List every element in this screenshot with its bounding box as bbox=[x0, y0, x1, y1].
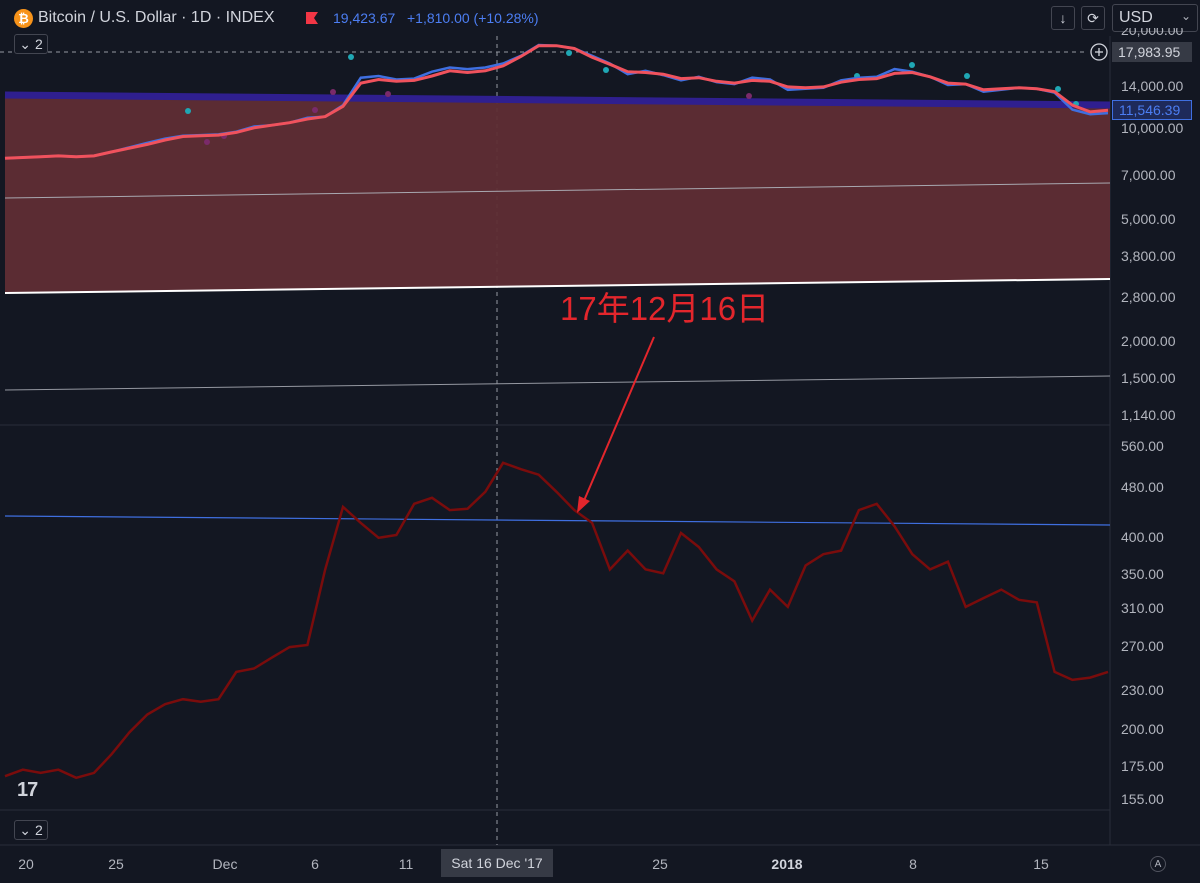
lower-pane-collapse-button[interactable]: ⌄ 2 bbox=[14, 820, 48, 840]
price-change: +1,810.00 (+10.28%) bbox=[407, 10, 539, 26]
time-scale-label: 25 bbox=[108, 856, 124, 872]
annotation-arrow[interactable] bbox=[577, 336, 655, 513]
oscillator-series[interactable] bbox=[4, 461, 1109, 780]
crosshair-price-badge: 17,983.95 bbox=[1112, 42, 1192, 62]
collapse-count: 2 bbox=[34, 36, 43, 52]
chevron-down-icon: ⌄ bbox=[1180, 9, 1191, 23]
lower-scale-label: 480.00 bbox=[1121, 479, 1164, 495]
support-line[interactable] bbox=[4, 375, 1111, 391]
chevron-down-icon: ⌄ bbox=[19, 821, 31, 838]
price-scale-label: 10,000.00 bbox=[1121, 120, 1184, 136]
refresh-icon[interactable]: ⟳ bbox=[1081, 6, 1105, 30]
time-scale-label: 11 bbox=[398, 856, 414, 872]
price-scale-label: 1,140.00 bbox=[1121, 407, 1176, 423]
time-scale-label: 8 bbox=[909, 856, 917, 872]
lower-scale-label: 230.00 bbox=[1121, 682, 1164, 698]
lower-scale-label: 310.00 bbox=[1121, 600, 1164, 616]
collapse-count: 2 bbox=[34, 822, 43, 838]
flag-icon[interactable] bbox=[305, 11, 319, 25]
channel-bottom-line[interactable] bbox=[4, 278, 1111, 294]
channel-mid-line[interactable] bbox=[4, 182, 1111, 199]
crosshair-date-badge: Sat 16 Dec '17 bbox=[441, 849, 553, 877]
price-scale-label: 7,000.00 bbox=[1121, 167, 1176, 183]
time-scale-label: 6 bbox=[311, 856, 319, 872]
last-price: 19,423.67 bbox=[333, 10, 396, 26]
channel-top-line[interactable] bbox=[4, 91, 1111, 109]
price-scale-label: 14,000.00 bbox=[1121, 78, 1184, 94]
time-scale-label: 15 bbox=[1033, 856, 1049, 872]
lower-scale-label: 560.00 bbox=[1121, 438, 1164, 454]
time-scale-label: 2018 bbox=[771, 856, 803, 872]
lower-scale-label: 155.00 bbox=[1121, 791, 1164, 807]
price-scale-label: 2,800.00 bbox=[1121, 289, 1176, 305]
lower-scale-label: 175.00 bbox=[1121, 758, 1164, 774]
current-price-badge: 11,546.39 bbox=[1112, 100, 1192, 120]
indicator-dots bbox=[185, 50, 1079, 145]
bitcoin-logo-icon: ₿ bbox=[14, 9, 33, 28]
arrow-down-icon[interactable]: ↓ bbox=[1051, 6, 1075, 30]
channel-fill[interactable] bbox=[5, 94, 1110, 293]
annotation-text[interactable]: 17年12月16日 bbox=[560, 290, 770, 327]
price-scale-label: 1,500.00 bbox=[1121, 370, 1176, 386]
auto-scale-button[interactable]: A bbox=[1150, 856, 1166, 872]
lower-scale-label: 400.00 bbox=[1121, 529, 1164, 545]
price-series-red[interactable] bbox=[4, 44, 1109, 160]
main-pane-collapse-button[interactable]: ⌄ 2 bbox=[14, 34, 48, 54]
chevron-down-icon: ⌄ bbox=[19, 35, 31, 52]
symbol-title[interactable]: Bitcoin / U.S. Dollar · 1D · INDEX bbox=[38, 9, 275, 26]
time-scale-label: Dec bbox=[212, 856, 238, 872]
tradingview-logo[interactable]: 17 bbox=[17, 779, 38, 801]
crosshair-plus-icon[interactable] bbox=[1090, 43, 1108, 61]
time-scale-label: 20 bbox=[18, 856, 34, 872]
lower-reference-line[interactable] bbox=[4, 515, 1111, 526]
currency-select[interactable]: USD ⌄ bbox=[1112, 4, 1198, 32]
price-scale-label: 5,000.00 bbox=[1121, 211, 1176, 227]
lower-scale-label: 200.00 bbox=[1121, 721, 1164, 737]
time-scale-label: 25 bbox=[652, 856, 668, 872]
price-scale-label: 20,000.00 bbox=[1121, 28, 1184, 38]
chart-header: ₿ Bitcoin / U.S. Dollar · 1D · INDEX 19,… bbox=[0, 0, 1110, 36]
lower-scale-label: 350.00 bbox=[1121, 566, 1164, 582]
price-scale-label: 3,800.00 bbox=[1121, 248, 1176, 264]
lower-scale-label: 270.00 bbox=[1121, 638, 1164, 654]
currency-value: USD bbox=[1119, 9, 1153, 26]
price-scale-label: 2,000.00 bbox=[1121, 333, 1176, 349]
